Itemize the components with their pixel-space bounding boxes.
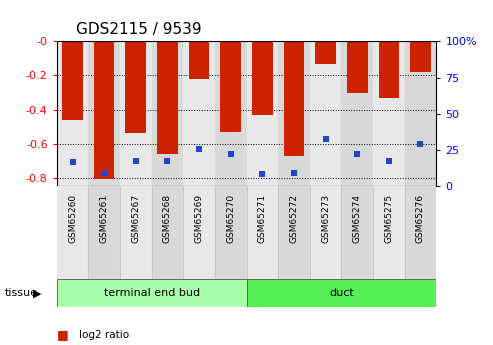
Point [227,151,235,157]
Bar [252,41,273,115]
Bar [57,186,88,279]
Bar [152,41,183,186]
Bar [120,41,152,186]
Bar [183,41,215,186]
Point [69,160,76,165]
Bar [215,186,246,279]
Bar [341,186,373,279]
Bar [220,41,241,132]
Bar [310,41,341,186]
Bar [341,41,373,186]
Bar [246,186,278,279]
Text: GDS2115 / 9539: GDS2115 / 9539 [76,22,201,38]
Bar [246,279,436,307]
Text: GSM65271: GSM65271 [258,194,267,243]
Text: tissue: tissue [5,288,38,298]
Text: GSM65273: GSM65273 [321,194,330,243]
Bar [57,41,88,186]
Bar [405,41,436,186]
Text: ■: ■ [57,328,69,341]
Point [290,170,298,175]
Text: GSM65268: GSM65268 [163,194,172,243]
Point [385,158,393,164]
Point [353,151,361,157]
Point [321,136,329,141]
Bar [283,41,304,156]
Point [100,170,108,175]
Text: ▶: ▶ [33,288,41,298]
Text: GSM65275: GSM65275 [385,194,393,243]
Bar [157,41,177,154]
Bar [189,41,210,79]
Point [417,141,424,146]
Text: GSM65269: GSM65269 [195,194,204,243]
Text: log2 ratio: log2 ratio [79,330,129,339]
Bar [379,41,399,98]
Bar [278,41,310,186]
Bar [410,41,431,72]
Point [164,158,172,164]
Bar [183,186,215,279]
Point [132,158,140,164]
Bar [88,41,120,186]
Text: GSM65261: GSM65261 [100,194,108,243]
Bar [94,41,114,179]
Bar [120,186,152,279]
Text: GSM65276: GSM65276 [416,194,425,243]
Bar [347,41,367,92]
Bar [310,186,341,279]
Text: GSM65260: GSM65260 [68,194,77,243]
Bar [316,41,336,63]
Bar [278,186,310,279]
Bar [215,41,246,186]
Bar [62,41,83,120]
Bar [57,279,246,307]
Point [258,171,266,177]
Bar [126,41,146,134]
Text: GSM65272: GSM65272 [289,194,298,243]
Bar [405,186,436,279]
Bar [373,41,405,186]
Text: GSM65267: GSM65267 [131,194,141,243]
Text: GSM65274: GSM65274 [352,194,362,243]
Point [195,146,203,151]
Text: duct: duct [329,288,354,298]
Bar [152,186,183,279]
Bar [88,186,120,279]
Bar [373,186,405,279]
Text: GSM65270: GSM65270 [226,194,235,243]
Text: terminal end bud: terminal end bud [104,288,200,298]
Bar [246,41,278,186]
